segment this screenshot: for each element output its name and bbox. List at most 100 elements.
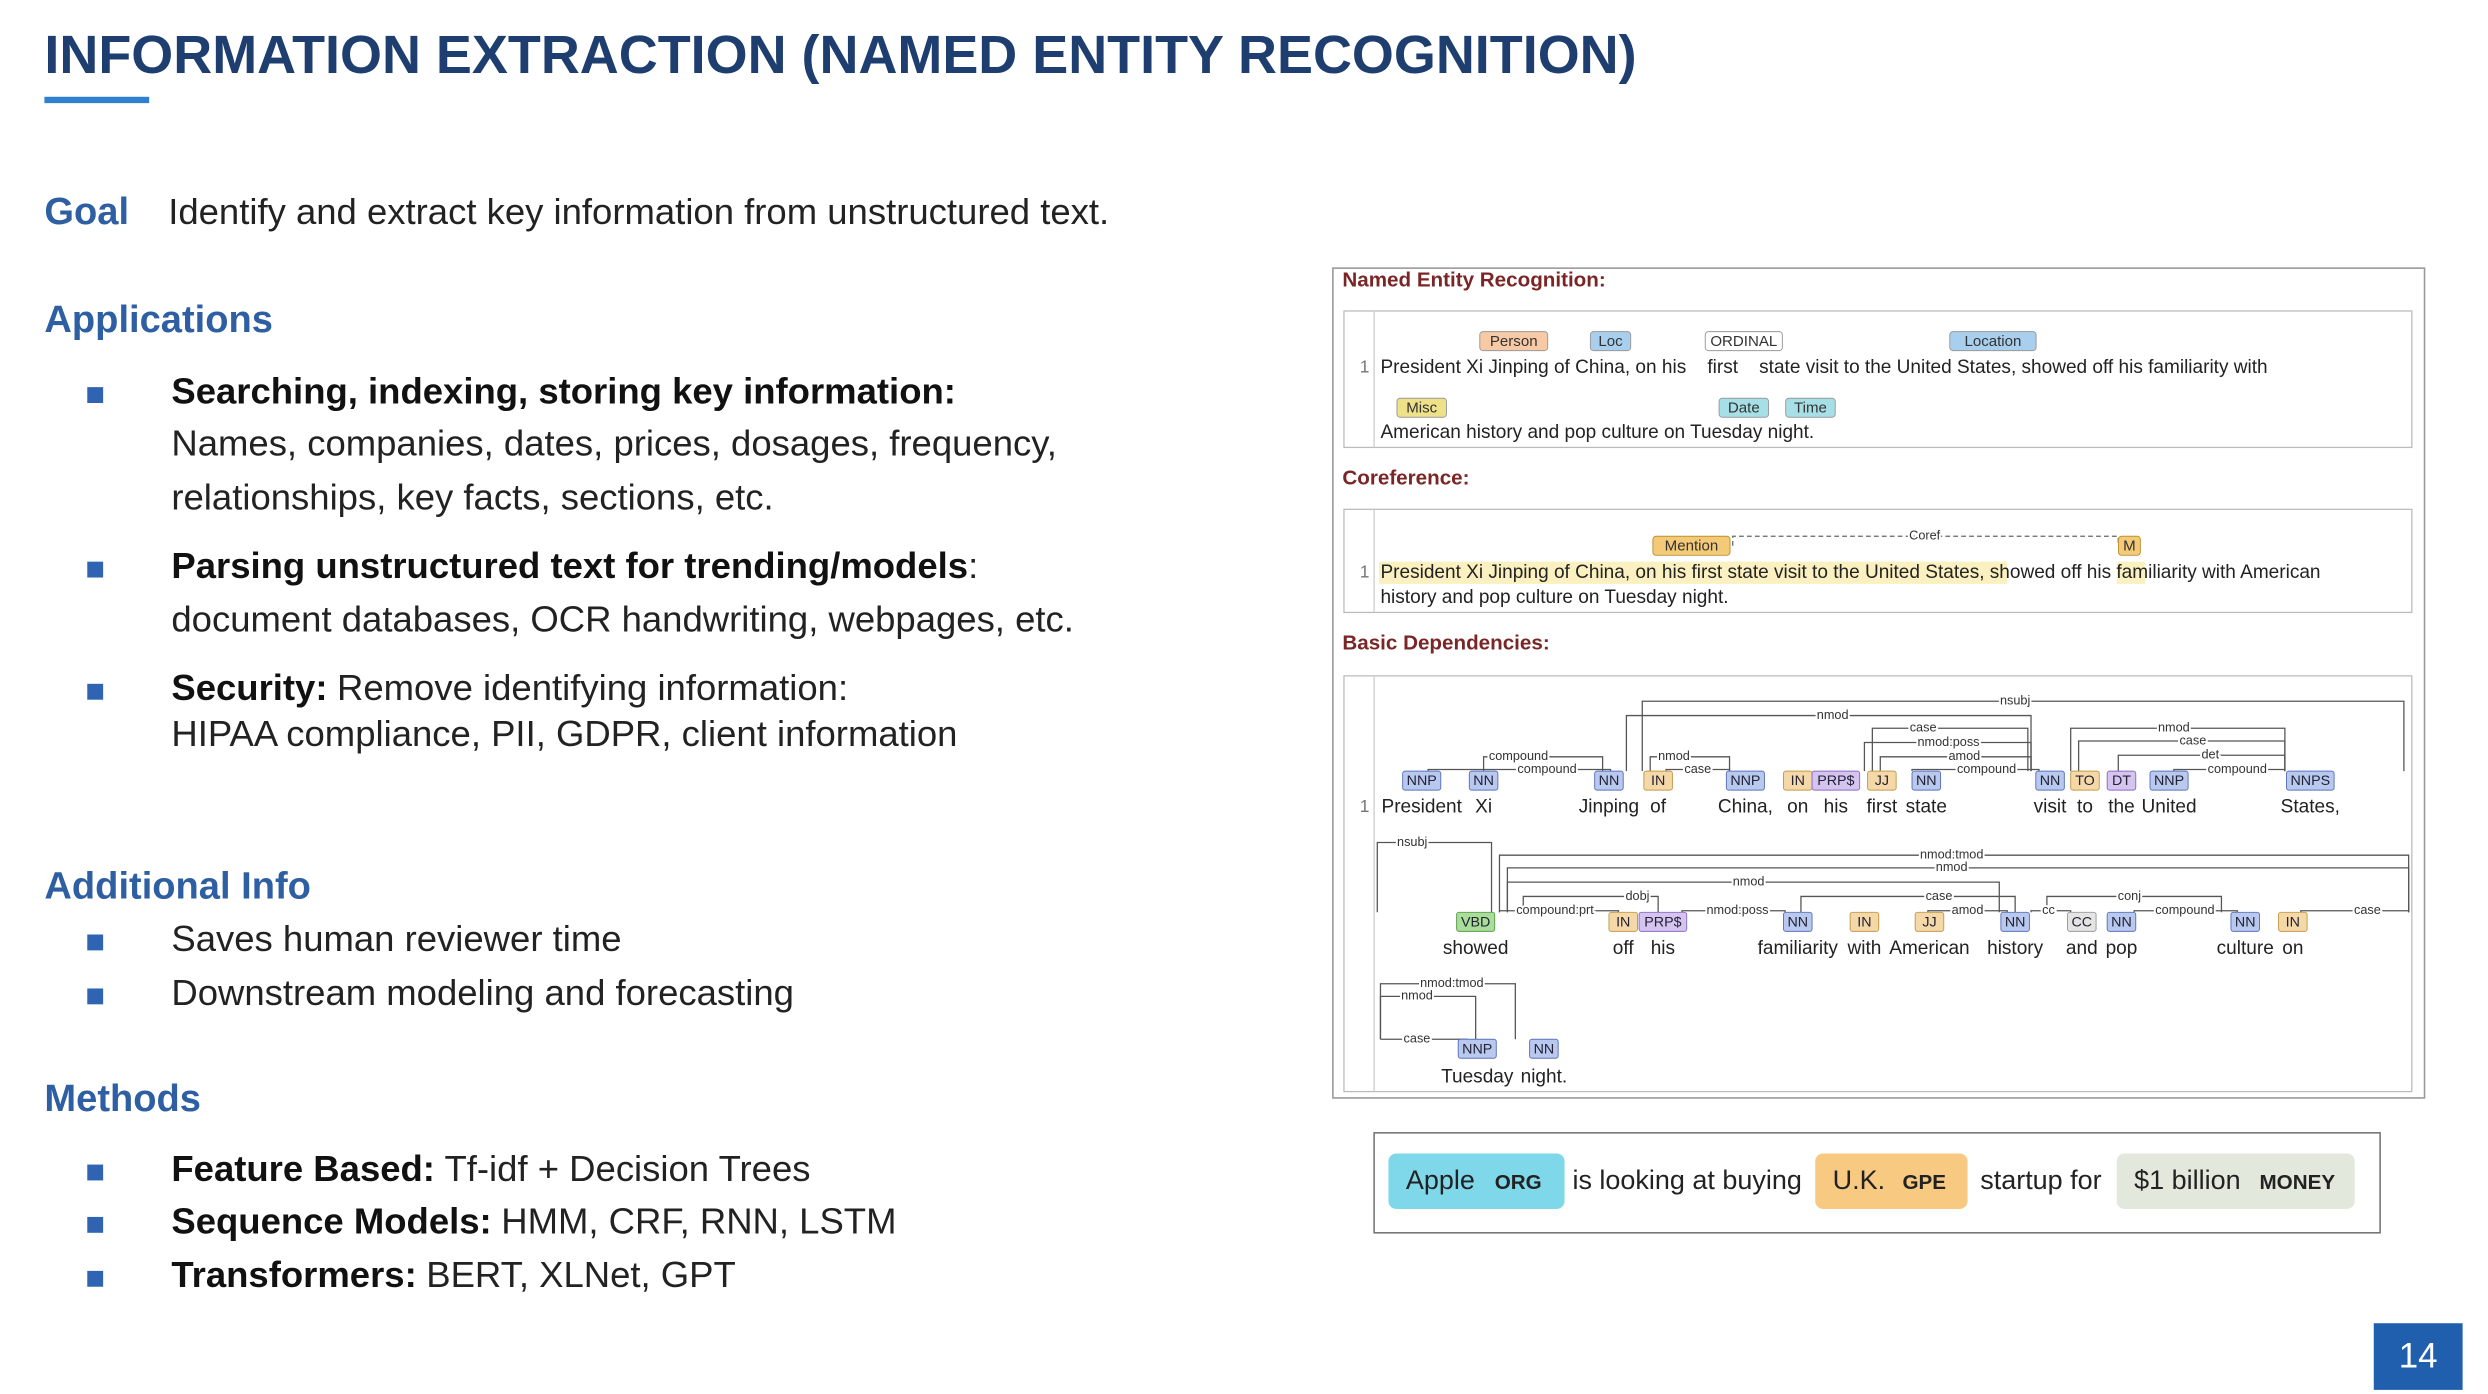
pos-tag-box bbox=[1608, 911, 1638, 932]
dependency-label: cc bbox=[2042, 903, 2055, 917]
dependency-word: first bbox=[1867, 797, 1898, 818]
entity-chip bbox=[2116, 1153, 2355, 1210]
bullet bbox=[87, 934, 104, 951]
bullet-rest: Downstream modeling and forecasting bbox=[171, 971, 794, 1012]
coref-line: history and pop culture on Tuesday night… bbox=[1380, 587, 1728, 608]
dependency-arc bbox=[1911, 768, 2040, 772]
bullet bbox=[87, 1164, 104, 1181]
dependency-label: nmod:poss bbox=[1917, 735, 1979, 749]
bullet bbox=[87, 387, 104, 404]
bullet-bold: Sequence Models: bbox=[171, 1200, 491, 1241]
dependency-arc bbox=[2117, 754, 2286, 772]
bullet-rest: Saves human reviewer time bbox=[171, 918, 621, 959]
entity-text: $1 billion bbox=[2134, 1165, 2240, 1195]
entity-label: GPE bbox=[1902, 1171, 1946, 1194]
example-text: startup for bbox=[1980, 1165, 2101, 1195]
dependency-arc bbox=[2046, 895, 2223, 913]
coref-tag-box bbox=[1652, 535, 1731, 556]
pos-tag-box bbox=[2000, 911, 2030, 932]
pos-tag: NN bbox=[2235, 914, 2256, 930]
pos-tag-box bbox=[2149, 770, 2189, 791]
pos-tag: IN bbox=[1857, 914, 1871, 930]
dependency-word: of bbox=[1650, 797, 1667, 818]
dependency-arc bbox=[2300, 910, 2410, 913]
pos-tag-box bbox=[1867, 770, 1897, 791]
dependency-arc bbox=[1681, 910, 1786, 913]
dependency-label: dobj bbox=[1626, 889, 1650, 903]
pos-tag-box bbox=[2106, 770, 2137, 791]
dependency-word: pop bbox=[2106, 938, 2138, 959]
dependency-word: and bbox=[2066, 938, 2098, 959]
section-heading: Methods bbox=[44, 1078, 201, 1120]
dependency-word: night. bbox=[1521, 1066, 1568, 1087]
coref-tag: Mention bbox=[1665, 538, 1719, 555]
pos-tag-box bbox=[1457, 1038, 1497, 1059]
bullet-bold: Searching, indexing, storing key informa… bbox=[171, 370, 956, 411]
bullet-bold: Feature Based: bbox=[171, 1148, 435, 1189]
dependency-arc bbox=[2173, 768, 2286, 772]
bullet-line: Names, companies, dates, prices, dosages… bbox=[171, 422, 1057, 463]
ner-tag-box bbox=[1949, 331, 2037, 352]
pos-tag-box bbox=[1783, 911, 1813, 932]
pos-tag: NN bbox=[2005, 914, 2026, 930]
dependency-arc bbox=[1641, 700, 2405, 772]
pos-tag-box bbox=[2230, 911, 2260, 932]
title-underline bbox=[44, 96, 150, 104]
dependency-label: case bbox=[2179, 733, 2206, 747]
dependency-arc bbox=[1482, 756, 1604, 772]
dependency-label: compound:prt bbox=[1516, 903, 1594, 917]
entity-text: Apple bbox=[1406, 1165, 1475, 1195]
dependency-label: compound bbox=[2208, 762, 2267, 776]
pos-tag: NN bbox=[1534, 1041, 1555, 1057]
dependency-word: the bbox=[2108, 797, 2134, 818]
bullet bbox=[87, 988, 104, 1005]
bullet-text: Sequence Models: HMM, CRF, RNN, LSTM bbox=[171, 1200, 896, 1241]
dependency-arc bbox=[1376, 841, 1493, 913]
title: INFORMATION EXTRACTION (NAMED ENTITY REC… bbox=[44, 25, 1636, 85]
entity-chip bbox=[1815, 1153, 1968, 1210]
bullet-bold: Transformers: bbox=[171, 1254, 416, 1295]
ner-tag: Date bbox=[1728, 400, 1760, 417]
pos-tag: NNP bbox=[1407, 773, 1437, 789]
goal-label: Goal bbox=[44, 191, 129, 233]
ner-tag: Location bbox=[1964, 333, 2021, 350]
bullet-rest: HMM, CRF, RNN, LSTM bbox=[501, 1200, 896, 1241]
pos-tag-box bbox=[1849, 911, 1880, 932]
coref-link-label: Coref bbox=[1909, 529, 1941, 543]
panel-heading: Named Entity Recognition: bbox=[1342, 268, 1605, 291]
bullet bbox=[87, 1270, 104, 1287]
dependency-label: case bbox=[1404, 1032, 1431, 1046]
pos-tag: NN bbox=[1599, 773, 1620, 789]
bullet bbox=[87, 1216, 104, 1233]
dependency-word: Jinping bbox=[1579, 797, 1639, 818]
page-number-box bbox=[2373, 1323, 2463, 1390]
dependency-word: States, bbox=[2281, 797, 2340, 818]
pos-tag: NN bbox=[2111, 914, 2132, 930]
section-heading: Applications bbox=[44, 299, 273, 341]
dependency-word: culture bbox=[2217, 938, 2274, 959]
pos-tag-box bbox=[1529, 1038, 1559, 1059]
ner-tag: Loc bbox=[1598, 333, 1623, 350]
dependency-label: nmod bbox=[1401, 989, 1433, 1003]
bullet-rest: : bbox=[968, 545, 978, 586]
dependency-label: nmod bbox=[1733, 875, 1765, 889]
bullet-line: HIPAA compliance, PII, GDPR, client info… bbox=[171, 713, 957, 754]
dependency-word: to bbox=[2077, 797, 2093, 818]
pos-tag: NN bbox=[1473, 773, 1494, 789]
dependency-label: compound bbox=[1957, 762, 2016, 776]
example-text: is looking at buying bbox=[1572, 1165, 1801, 1195]
dependency-arc bbox=[1506, 881, 2000, 913]
ner-tag: Misc bbox=[1406, 400, 1437, 417]
dependency-arc bbox=[2133, 910, 2238, 913]
pos-tag-box bbox=[1638, 911, 1688, 932]
pos-tag-box bbox=[1911, 770, 1942, 791]
pos-tag-box bbox=[1468, 770, 1499, 791]
ner-tag-box bbox=[1589, 331, 1632, 352]
pos-tag: CC bbox=[2071, 914, 2092, 930]
bullet-rest: BERT, XLNet, GPT bbox=[426, 1254, 736, 1295]
ner-tag: ORDINAL bbox=[1710, 333, 1777, 350]
panel-heading: Basic Dependencies: bbox=[1342, 632, 1549, 655]
pos-tag: TO bbox=[2075, 773, 2095, 789]
dependency-arc bbox=[1649, 756, 1731, 772]
dependency-label: case bbox=[1926, 889, 1953, 903]
